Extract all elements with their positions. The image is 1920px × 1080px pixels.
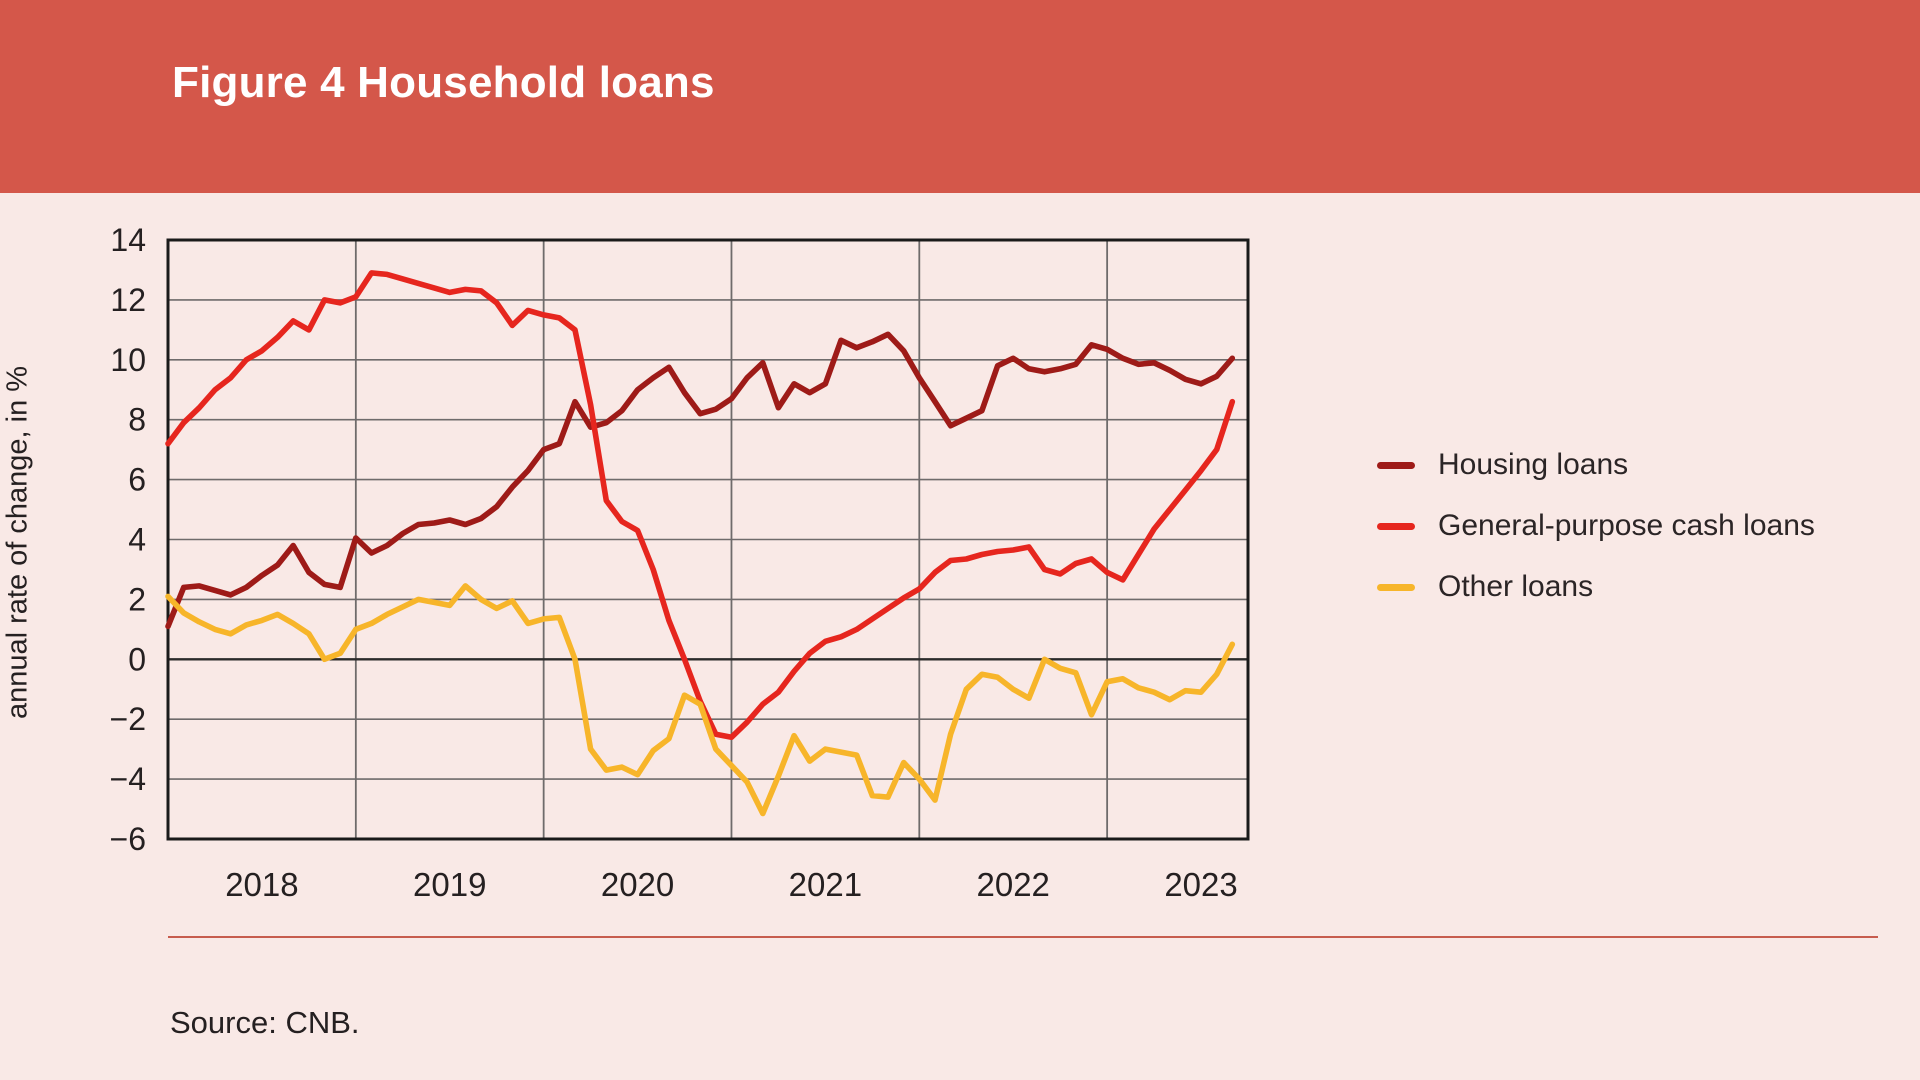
y-tick-label: 12 [110,282,146,318]
legend-item-housing-loans: Housing loans [1377,448,1815,482]
y-tick-label: −2 [110,701,146,737]
x-tick-label: 2023 [1164,866,1237,903]
y-tick-label: 4 [128,522,146,558]
legend-label: Other loans [1438,570,1594,603]
series-line-general-purpose-cash-loans [165,270,1236,741]
series-line-housing-loans [165,331,1236,630]
legend-swatch-general-purpose-cash-loans [1377,522,1415,530]
y-tick-label: 8 [128,402,146,438]
y-tick-label: 6 [128,462,146,498]
y-tick-label: −4 [110,761,146,797]
chart-legend: Housing loans General-purpose cash loans O… [1377,448,1815,604]
figure-title: Figure 4 Household loans [172,58,715,107]
y-tick-label: −6 [110,821,146,857]
x-tick-label: 2020 [601,866,674,903]
legend-label: Housing loans [1438,448,1629,481]
legend-swatch-housing-loans [1377,461,1415,469]
legend-swatch-other-loans [1377,583,1415,591]
figure-banner: Figure 4 Household loans [0,0,1920,193]
series-line-other-loans [165,583,1236,817]
y-tick-label: 10 [110,342,146,378]
x-tick-label: 2019 [413,866,486,903]
y-tick-label: 2 [128,581,146,617]
x-tick-label: 2018 [225,866,298,903]
y-tick-label: 0 [128,641,146,677]
plot-border [166,238,1250,841]
legend-item-other-loans: Other loans [1377,570,1815,604]
legend-item-general-purpose-cash-loans: General-purpose cash loans [1377,509,1815,543]
x-tick-label: 2021 [789,866,862,903]
y-tick-label: 14 [110,222,146,258]
separator-line [168,936,1878,938]
source-note: Source: CNB. [170,1005,360,1040]
x-tick-label: 2022 [977,866,1050,903]
legend-label: General-purpose cash loans [1438,509,1815,542]
